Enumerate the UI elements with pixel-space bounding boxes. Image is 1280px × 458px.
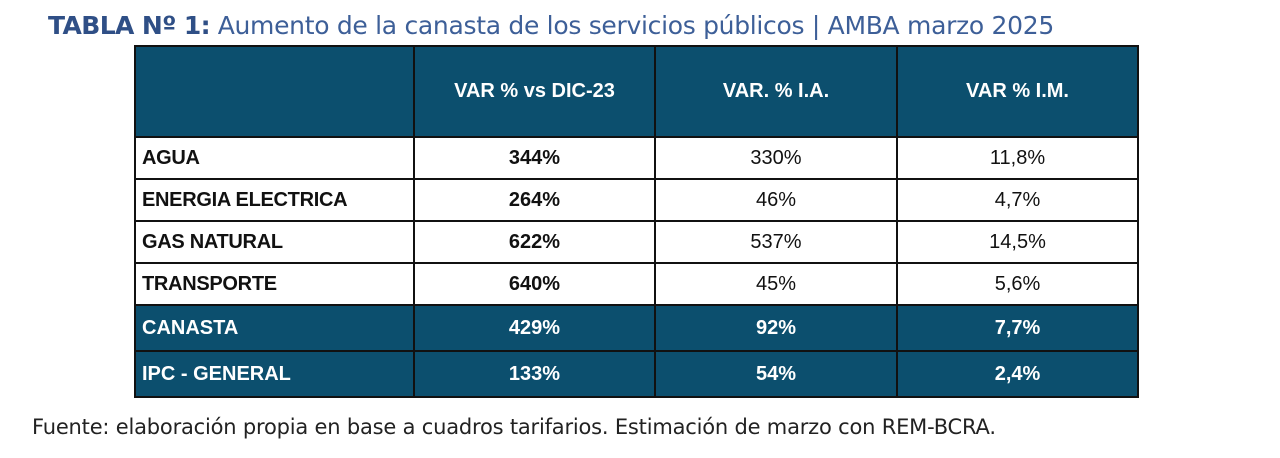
- total-row-ipc: IPC - GENERAL 133% 54% 2,4%: [134, 350, 1139, 398]
- cell-var-dic23: 133%: [413, 350, 656, 398]
- cell-var-dic23: 622%: [413, 220, 656, 264]
- source-note: Fuente: elaboración propia en base a cua…: [32, 415, 996, 439]
- row-label: IPC - GENERAL: [134, 350, 415, 398]
- header-cell-var-ia: VAR. % I.A.: [654, 45, 898, 138]
- total-row-canasta: CANASTA 429% 92% 7,7%: [134, 304, 1139, 352]
- cell-var-ia: 54%: [654, 350, 898, 398]
- cell-var-im: 4,7%: [896, 178, 1139, 222]
- row-label: AGUA: [134, 136, 415, 180]
- cell-var-ia: 92%: [654, 304, 898, 352]
- header-cell-empty: [134, 45, 415, 138]
- table-row: ENERGIA ELECTRICA 264% 46% 4,7%: [134, 178, 1139, 222]
- cell-var-dic23: 429%: [413, 304, 656, 352]
- header-cell-var-im: VAR % I.M.: [896, 45, 1139, 138]
- header-cell-var-dic23: VAR % vs DIC-23: [413, 45, 656, 138]
- table-row: TRANSPORTE 640% 45% 5,6%: [134, 262, 1139, 306]
- cell-var-ia: 45%: [654, 262, 898, 306]
- cell-var-dic23: 344%: [413, 136, 656, 180]
- row-label: GAS NATURAL: [134, 220, 415, 264]
- table-row: GAS NATURAL 622% 537% 14,5%: [134, 220, 1139, 264]
- cell-var-ia: 46%: [654, 178, 898, 222]
- cell-var-ia: 537%: [654, 220, 898, 264]
- table-title: TABLA Nº 1: Aumento de la canasta de los…: [48, 8, 1054, 44]
- cell-var-dic23: 264%: [413, 178, 656, 222]
- table-title-label: TABLA Nº 1:: [48, 11, 211, 40]
- cell-var-dic23: 640%: [413, 262, 656, 306]
- row-label: TRANSPORTE: [134, 262, 415, 306]
- cell-var-im: 7,7%: [896, 304, 1139, 352]
- table-title-text: Aumento de la canasta de los servicios p…: [217, 11, 1055, 40]
- row-label: CANASTA: [134, 304, 415, 352]
- row-label: ENERGIA ELECTRICA: [134, 178, 415, 222]
- cell-var-im: 14,5%: [896, 220, 1139, 264]
- cell-var-im: 2,4%: [896, 350, 1139, 398]
- table-row: AGUA 344% 330% 11,8%: [134, 136, 1139, 180]
- cell-var-im: 5,6%: [896, 262, 1139, 306]
- services-table: VAR % vs DIC-23 VAR. % I.A. VAR % I.M. A…: [134, 45, 1139, 398]
- cell-var-im: 11,8%: [896, 136, 1139, 180]
- header-row: VAR % vs DIC-23 VAR. % I.A. VAR % I.M.: [134, 45, 1139, 138]
- cell-var-ia: 330%: [654, 136, 898, 180]
